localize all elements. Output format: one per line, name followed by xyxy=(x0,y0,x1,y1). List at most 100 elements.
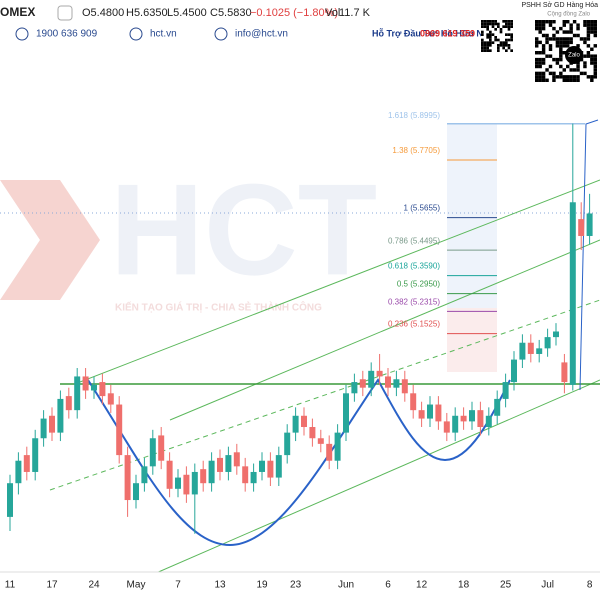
qr-cell xyxy=(548,47,553,51)
qr-cell xyxy=(541,51,546,55)
qr-cell xyxy=(569,40,573,45)
qr-cell xyxy=(545,68,549,72)
qr-cell xyxy=(566,64,570,69)
candle-body xyxy=(107,393,114,405)
qr-cell xyxy=(552,26,556,31)
qr-cell xyxy=(489,33,492,36)
fib-label: 0.618 (5.3590) xyxy=(388,262,440,271)
candle-body xyxy=(427,404,433,419)
candle-body xyxy=(242,466,249,484)
candle-body xyxy=(351,382,358,394)
qr-cell xyxy=(486,44,489,47)
candle-body xyxy=(317,438,324,444)
qr-cell xyxy=(541,75,546,79)
x-axis-bg xyxy=(0,572,600,600)
qr-cell xyxy=(593,68,597,72)
qr-cell xyxy=(586,26,591,31)
qr-cell xyxy=(583,37,587,41)
qr-cell xyxy=(494,38,497,42)
qr-cell xyxy=(545,20,549,24)
qr-cell xyxy=(562,20,566,24)
qr-cell xyxy=(552,71,556,76)
contacts: 1900 636 909 hct.vn info@hct.vn xyxy=(15,27,288,41)
qr-cell xyxy=(538,61,542,65)
qr-cell xyxy=(538,51,542,55)
qr-cell xyxy=(569,26,573,31)
qr-cell xyxy=(486,25,489,28)
qr-cell xyxy=(548,54,553,58)
qr-cell xyxy=(502,41,505,44)
qr-cell xyxy=(545,78,549,82)
qr-cell xyxy=(497,49,500,52)
contact-text[interactable]: hct.vn xyxy=(150,29,177,40)
qr-cell xyxy=(502,44,505,47)
contact-text[interactable]: 1900 636 909 xyxy=(36,29,98,40)
qr-cell xyxy=(489,41,492,44)
qr-cell xyxy=(510,25,513,28)
qr-cell xyxy=(555,44,560,48)
qr-cell xyxy=(593,71,597,76)
candle-body xyxy=(301,415,307,428)
qr-cell xyxy=(486,20,489,23)
ohlc-value: L5.4500 xyxy=(167,7,207,19)
qr-cell xyxy=(548,44,553,48)
qr-cell xyxy=(507,22,511,26)
qr-cell xyxy=(486,41,489,44)
qr-cell xyxy=(555,61,560,65)
phone: 0969 619 359 xyxy=(420,28,475,38)
qr-cell xyxy=(593,23,597,27)
qr-cell xyxy=(505,38,508,42)
fib-box-low xyxy=(447,308,497,372)
qr-cell xyxy=(505,49,508,52)
qr-code xyxy=(535,20,597,82)
qr-cell xyxy=(590,30,594,34)
candle-body xyxy=(233,452,240,467)
candle-body xyxy=(359,379,366,388)
qr-cell xyxy=(486,28,489,31)
qr-cell xyxy=(562,51,566,55)
x-tick-label: 25 xyxy=(500,580,512,591)
qr-cell xyxy=(586,51,591,55)
qr-cell xyxy=(541,61,546,65)
qr-cell xyxy=(545,54,549,58)
qr-cell xyxy=(541,26,546,31)
qr-cell xyxy=(489,20,492,23)
candle-body xyxy=(385,376,391,388)
candle-body xyxy=(376,370,383,377)
qr-cell xyxy=(586,44,591,48)
qr-cell xyxy=(491,33,495,36)
zalo-badge-text: Zalo xyxy=(568,53,580,59)
watermark-logo: HCT xyxy=(110,156,377,302)
qr-cell xyxy=(507,28,511,31)
candle-body xyxy=(401,379,408,394)
icon-button[interactable] xyxy=(57,5,73,21)
qr-cell xyxy=(483,20,487,23)
candle-body xyxy=(469,410,475,422)
qr-cell xyxy=(559,47,563,51)
qr-cell xyxy=(538,57,542,62)
qr-cell xyxy=(583,20,587,24)
candle-body xyxy=(74,376,81,411)
qr-cell xyxy=(541,20,546,24)
qr-cell xyxy=(569,78,573,82)
contact-text[interactable]: info@hct.vn xyxy=(235,29,288,40)
qr-cell xyxy=(552,78,556,82)
qr-cell xyxy=(576,26,580,31)
qr-cell xyxy=(505,20,508,23)
qr-cell xyxy=(535,61,539,65)
qr-cell xyxy=(481,33,484,36)
qr-cell xyxy=(583,71,587,76)
qr-cell xyxy=(510,49,513,52)
candle-body xyxy=(217,457,223,472)
qr-cell xyxy=(548,37,553,41)
candle-body xyxy=(586,213,593,236)
qr-cell xyxy=(483,22,487,26)
qr-cell xyxy=(583,61,587,65)
candle-body xyxy=(99,382,106,397)
candle-body xyxy=(124,455,131,501)
qr-cell xyxy=(576,68,580,72)
qr-cell xyxy=(586,54,591,58)
qr-cell xyxy=(559,71,563,76)
